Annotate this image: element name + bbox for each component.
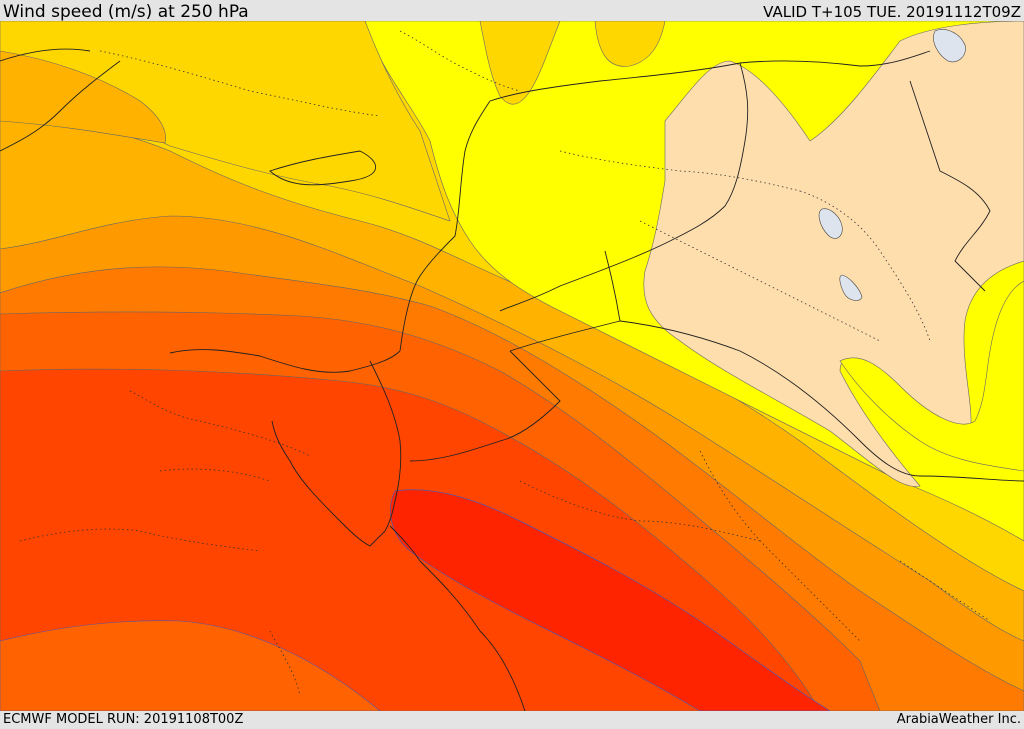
- lake-2: [839, 274, 863, 301]
- map-canvas: [0, 21, 1024, 711]
- valid-time-label: VALID T+105 TUE. 20191112T09Z: [763, 3, 1021, 21]
- footer-bar: ECMWF MODEL RUN: 20191108T00Z ArabiaWeat…: [0, 711, 1024, 729]
- wind-speed-map: [0, 21, 1024, 711]
- header-bar: Wind speed (m/s) at 250 hPa VALID T+105 …: [0, 0, 1024, 22]
- coastlines: [0, 48, 1024, 711]
- model-run-label: ECMWF MODEL RUN: 20191108T00Z: [3, 712, 244, 727]
- band-4-strip: [0, 50, 166, 144]
- credit-label: ArabiaWeather Inc.: [896, 712, 1021, 727]
- band-3-north: [479, 21, 561, 105]
- band-2-inset: [839, 280, 1024, 472]
- band-max: [390, 489, 831, 711]
- band-sw: [0, 620, 381, 711]
- admin-boundaries: [19, 30, 991, 697]
- band-3-north2: [594, 21, 666, 67]
- map-title: Wind speed (m/s) at 250 hPa: [3, 2, 249, 22]
- lake-3: [933, 29, 966, 63]
- lake-1: [818, 208, 843, 239]
